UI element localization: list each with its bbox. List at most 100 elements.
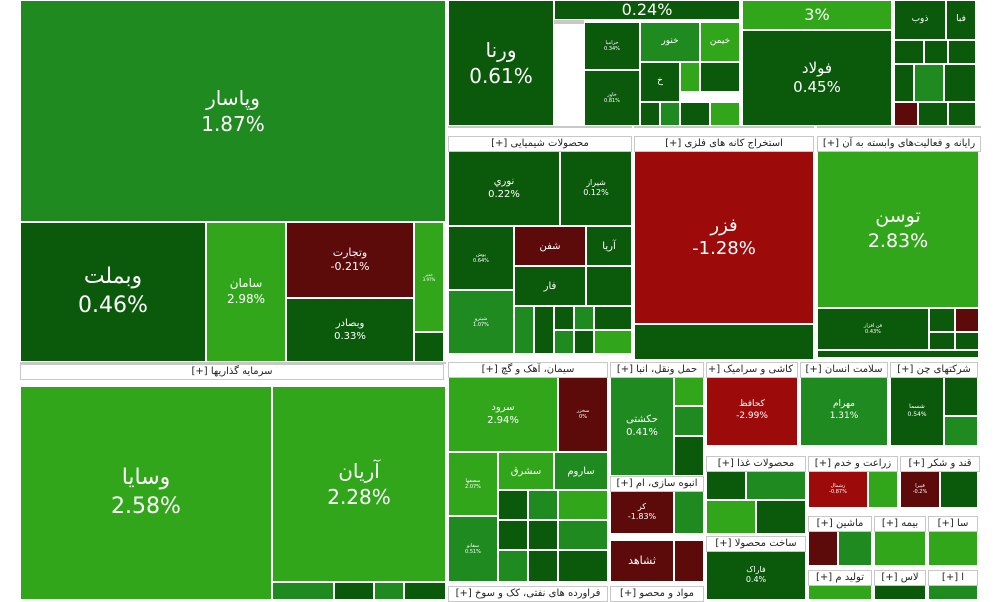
stock-change: 3.97% (422, 277, 436, 282)
stock-tile[interactable]: آریان 2.28% (272, 386, 446, 582)
stock-tile[interactable]: کحافظ -2.99% (706, 376, 798, 446)
filler-tile (586, 266, 632, 306)
stock-tile[interactable]: خ (640, 62, 680, 102)
stock-name: خفنر (425, 271, 433, 277)
stock-tile[interactable]: وتجارت -0.21% (286, 222, 414, 298)
filler-tile (594, 306, 632, 330)
sector-header[interactable]: قند و شکر [+] (900, 456, 980, 472)
sector-header[interactable]: سرمایه گذاریها [+] (20, 364, 444, 380)
filler-tile (918, 102, 948, 126)
stock-tile[interactable]: آریا (586, 226, 632, 266)
sector-header[interactable]: ساخت محصولا [+] (706, 536, 806, 552)
stock-tile[interactable]: سصفها 2.07% (448, 452, 498, 516)
filler-tile (404, 582, 446, 600)
stock-tile[interactable]: شپترو 1.07% (448, 290, 514, 354)
sector-header[interactable]: کاشی و سرامیک [+] (706, 362, 798, 378)
filler-tile (808, 530, 838, 566)
stock-name: حکشتی (626, 414, 658, 425)
stock-tile[interactable]: سفانو 0.51% (448, 516, 498, 582)
stock-tile[interactable]: ورنا 0.61% (448, 0, 554, 126)
filler-tile (706, 470, 746, 500)
sector-header[interactable]: زراعت و خدم [+] (808, 456, 898, 472)
stock-tile[interactable]: کر -1.83% (610, 490, 674, 534)
stock-tile[interactable]: وپاسار 1.87% (20, 0, 446, 222)
sector-header[interactable]: ماشین [+] (808, 516, 872, 532)
sector-header[interactable]: محصولات غذا [+] (706, 456, 806, 472)
stock-tile[interactable]: شفن (514, 226, 586, 266)
stock-tile[interactable]: سخزر 0% (558, 376, 608, 452)
stock-tile[interactable]: سرود 2.94% (448, 376, 558, 452)
stock-tile[interactable]: فن افزار 0.43% (817, 308, 929, 350)
stock-tile[interactable]: فبا (946, 0, 976, 40)
sector-header[interactable]: لاس [+] (874, 570, 926, 586)
stock-tile[interactable]: توسن 2.83% (817, 150, 979, 308)
stock-change: 1.07% (473, 322, 489, 328)
stock-tile[interactable]: فزر -1.28% (634, 150, 814, 324)
stock-tile[interactable]: شیراز 0.12% (560, 150, 632, 226)
filler-tile (746, 470, 806, 500)
stock-tile[interactable]: مهرام 1.31% (800, 376, 888, 446)
stock-change: 0.45% (793, 78, 841, 96)
stock-change: -1.83% (627, 512, 657, 521)
stock-tile[interactable]: حکشتی 0.41% (610, 376, 674, 476)
sector-header[interactable]: سا [+] (928, 516, 978, 532)
stock-name: نوري (493, 176, 515, 187)
stock-change: 2.28% (327, 485, 391, 509)
filler-tile (948, 102, 976, 126)
stock-tile[interactable]: قپیرا -0.2% (900, 470, 940, 508)
stock-tile[interactable]: فاراک 0.4% (706, 550, 806, 600)
stock-tile[interactable]: ذوب (894, 0, 946, 40)
stock-tile[interactable]: وسایا 2.58% (20, 386, 272, 600)
stock-name: ذوب (911, 14, 929, 25)
stock-name: خنور (661, 36, 679, 47)
sector-header[interactable]: محصولات شیمیایی [+] (448, 136, 632, 152)
stock-name: شسما (909, 403, 925, 411)
filler-tile (448, 126, 632, 128)
stock-tile[interactable]: پوش 0.64% (448, 226, 514, 290)
stock-tile[interactable]: سشرق (498, 452, 554, 490)
stock-name: توسن (875, 205, 921, 228)
sector-header[interactable]: سیمان، آهک و گچ [+] (448, 362, 608, 378)
sector-header[interactable]: سلامت انسان [+] (800, 362, 888, 378)
stock-tile[interactable]: زشمال -0.87% (808, 470, 868, 508)
stock-tile[interactable]: 3% (742, 0, 892, 30)
stock-tile[interactable]: خفنر 3.97% (414, 222, 444, 332)
sector-header[interactable]: تولید م [+] (808, 570, 872, 586)
stock-change: 0.34% (604, 46, 620, 52)
stock-tile[interactable]: وبصادر 0.33% (286, 298, 414, 362)
sector-header[interactable]: حمل ونقل، انبا [+] (610, 362, 704, 378)
sector-header[interactable]: ا [+] (928, 570, 978, 586)
stock-tile[interactable]: ساروم (554, 452, 608, 490)
stock-tile[interactable]: خیمن (700, 22, 740, 62)
stock-change: 0.12% (583, 188, 609, 197)
sector-header[interactable]: انبوه سازی، ام [+] (610, 476, 704, 492)
stock-tile[interactable]: خزامیا 0.34% (584, 22, 640, 70)
sector-header[interactable]: شرکتهای چن [+] (890, 362, 978, 378)
sector-header[interactable]: بیمه [+] (874, 516, 926, 532)
filler-tile (928, 584, 978, 600)
stock-change: 0.33% (334, 331, 366, 342)
stock-tile[interactable]: نوري 0.22% (448, 150, 560, 226)
filler-tile (874, 530, 926, 566)
stock-name: وپاسار (206, 86, 260, 110)
filler-tile (944, 416, 978, 446)
sector-header[interactable]: رایانه و فعالیت‌های وابسته به آن [+] (817, 136, 981, 152)
stock-tile[interactable]: وبملت 0.46% (20, 222, 206, 362)
stock-change: 0.24% (621, 0, 673, 19)
stock-tile[interactable]: شسما 0.54% (890, 376, 944, 446)
stock-tile[interactable]: سامان 2.98% (206, 222, 286, 362)
stock-change: 0.43% (865, 329, 881, 335)
stock-change: -0.21% (330, 260, 370, 273)
stock-tile[interactable]: ثشاهد (610, 540, 674, 582)
stock-tile[interactable]: فار (514, 266, 586, 306)
stock-tile[interactable]: فولاد 0.45% (742, 30, 892, 126)
sector-header[interactable]: استخراج کانه های فلزی [+] (634, 136, 814, 152)
stock-name: کحافظ (739, 399, 765, 410)
filler-tile (710, 102, 740, 126)
stock-name: سصفها (465, 477, 481, 484)
stock-tile[interactable]: 0.24% (554, 0, 740, 20)
stock-tile[interactable]: خاور 0.81% (584, 70, 640, 126)
stock-name: سامان (229, 276, 263, 291)
stock-tile[interactable]: خنور (640, 22, 700, 62)
stock-name: وتجارت (332, 245, 368, 259)
